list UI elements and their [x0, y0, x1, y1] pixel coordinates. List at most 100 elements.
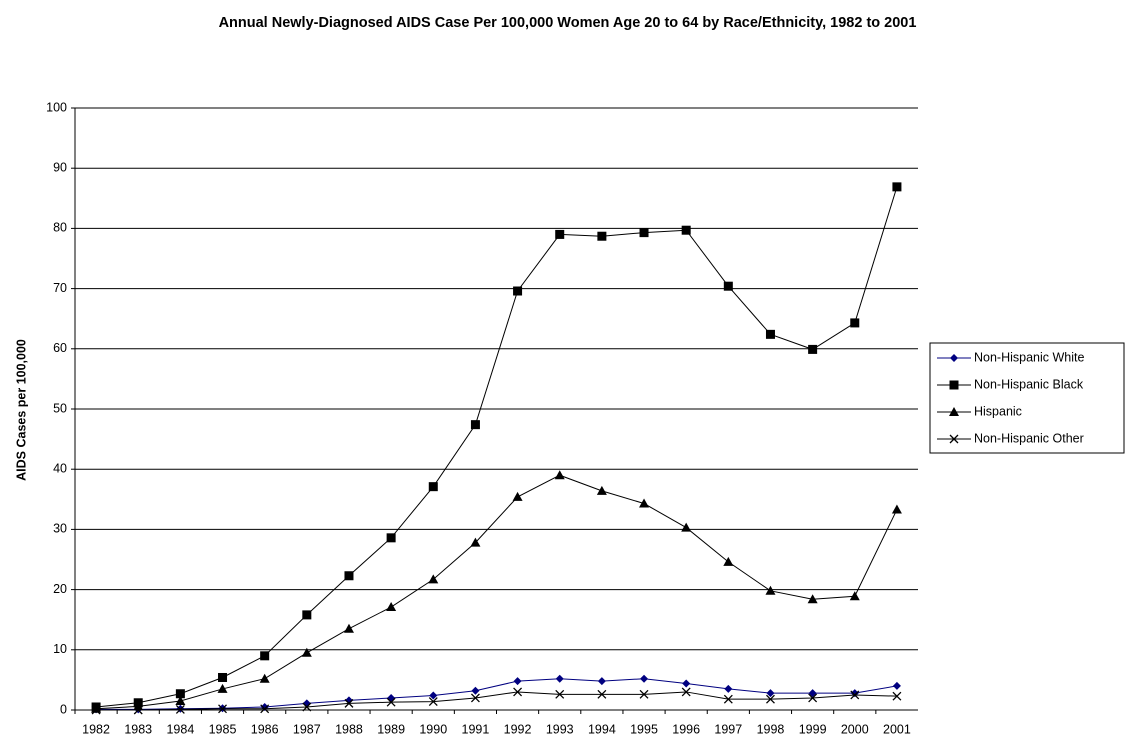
data-point — [681, 687, 691, 697]
legend-marker — [950, 354, 958, 362]
data-point — [259, 673, 270, 683]
data-point — [723, 694, 733, 704]
series-line — [96, 678, 898, 710]
data-point — [428, 574, 439, 584]
y-tick-label: 60 — [53, 341, 67, 355]
legend-marker — [949, 380, 959, 390]
data-point — [91, 703, 102, 713]
data-point — [344, 696, 353, 705]
data-point — [640, 674, 649, 683]
data-point — [175, 704, 185, 714]
x-tick-label: 1999 — [799, 722, 827, 736]
data-point — [386, 533, 396, 543]
data-point — [555, 674, 564, 683]
data-point — [892, 681, 901, 690]
data-point — [344, 571, 354, 581]
data-point — [596, 485, 607, 495]
data-point — [555, 229, 565, 239]
chart-title: Annual Newly-Diagnosed AIDS Case Per 100… — [218, 15, 917, 31]
x-tick-label: 2001 — [883, 722, 911, 736]
x-tick-label: 1998 — [757, 722, 785, 736]
x-tick-label: 1994 — [588, 722, 616, 736]
y-axis-label: AIDS Cases per 100,000 — [14, 339, 28, 481]
data-point — [302, 610, 312, 620]
data-point — [891, 504, 902, 514]
data-point — [892, 182, 902, 192]
y-tick-label: 90 — [53, 160, 67, 174]
x-tick-label: 1997 — [714, 722, 742, 736]
data-point — [681, 522, 692, 532]
data-point — [808, 344, 818, 354]
data-point — [554, 470, 565, 480]
data-point — [302, 702, 312, 712]
data-point — [91, 705, 101, 715]
x-tick-label: 1995 — [630, 722, 658, 736]
legend-label: Non-Hispanic Other — [974, 431, 1084, 445]
data-point — [470, 537, 481, 547]
data-point — [260, 651, 270, 661]
y-tick-label: 40 — [53, 461, 67, 475]
x-tick-label: 1987 — [293, 722, 321, 736]
data-point — [218, 704, 227, 714]
data-point — [597, 231, 607, 241]
y-tick-label: 10 — [53, 642, 67, 656]
x-tick-label: 2000 — [841, 722, 869, 736]
data-point — [681, 225, 691, 235]
x-tick-label: 1993 — [546, 722, 574, 736]
x-tick-label: 1982 — [82, 722, 110, 736]
x-tick-label: 1985 — [209, 722, 237, 736]
data-point — [723, 556, 734, 566]
legend-label: Non-Hispanic Black — [974, 377, 1084, 391]
data-point — [808, 693, 818, 703]
x-tick-label: 1989 — [377, 722, 405, 736]
data-point — [428, 697, 438, 707]
x-tick-label: 1990 — [419, 722, 447, 736]
data-point — [765, 329, 775, 339]
data-point — [386, 602, 397, 612]
data-point — [849, 591, 860, 601]
data-point — [850, 690, 860, 700]
data-point — [724, 684, 733, 693]
data-point — [260, 704, 270, 714]
data-point — [429, 691, 438, 700]
data-point — [807, 594, 818, 604]
data-point — [386, 697, 396, 707]
y-tick-label: 30 — [53, 522, 67, 536]
data-point — [513, 677, 522, 686]
x-tick-label: 1983 — [124, 722, 152, 736]
series-line — [96, 474, 898, 710]
data-point — [175, 695, 186, 705]
legend-label: Hispanic — [974, 404, 1022, 418]
legend-box — [929, 342, 1125, 454]
data-point — [850, 689, 859, 698]
x-tick-label: 1996 — [672, 722, 700, 736]
data-point — [513, 286, 523, 296]
data-point — [765, 585, 776, 595]
legend-marker — [949, 434, 959, 444]
data-point — [470, 420, 480, 430]
data-point — [470, 693, 480, 703]
x-tick-label: 1984 — [166, 722, 194, 736]
y-tick-label: 50 — [53, 401, 67, 415]
y-tick-label: 20 — [53, 582, 67, 596]
data-point — [175, 689, 185, 699]
y-tick-label: 0 — [60, 702, 67, 716]
data-point — [471, 686, 480, 695]
x-tick-label: 1991 — [462, 722, 490, 736]
data-point — [555, 689, 565, 699]
data-point — [512, 491, 523, 501]
data-point — [682, 679, 691, 688]
data-point — [133, 705, 143, 715]
data-point — [850, 318, 860, 328]
data-point — [766, 694, 775, 704]
series-line — [96, 691, 897, 711]
data-point — [218, 672, 228, 682]
x-tick-label: 1986 — [251, 722, 279, 736]
data-point — [217, 683, 228, 693]
data-point — [343, 623, 354, 633]
data-point — [597, 677, 606, 686]
legend-marker — [949, 407, 959, 416]
data-point — [723, 281, 733, 291]
x-tick-label: 1988 — [335, 722, 363, 736]
